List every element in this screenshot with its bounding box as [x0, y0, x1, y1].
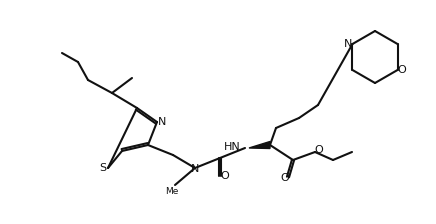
- Text: N: N: [191, 164, 199, 174]
- Text: HN: HN: [224, 142, 241, 152]
- Text: O: O: [397, 65, 406, 75]
- Text: O: O: [315, 145, 324, 155]
- Text: N: N: [158, 117, 166, 127]
- Polygon shape: [249, 142, 270, 149]
- Text: N: N: [344, 39, 353, 49]
- Text: Me: Me: [165, 187, 179, 196]
- Text: S: S: [99, 163, 106, 173]
- Text: O: O: [281, 173, 290, 183]
- Text: O: O: [221, 171, 229, 181]
